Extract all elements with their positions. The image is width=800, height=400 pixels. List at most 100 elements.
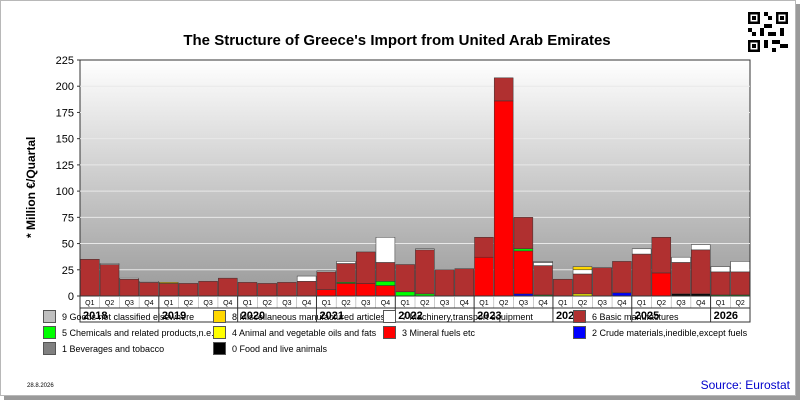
legend-label: 3 Mineral fuels etc	[402, 327, 476, 338]
legend-swatch	[43, 342, 56, 355]
bar-segment	[237, 282, 258, 297]
y-tick-label: 200	[56, 81, 74, 93]
bar-segment	[296, 275, 317, 282]
legend-swatch	[383, 326, 396, 339]
y-tick-labels: 0 25 50 75 100 125 150 175 200 225	[56, 55, 80, 303]
x-tick-label: Q3	[440, 300, 449, 307]
y-tick-label: 125	[56, 160, 74, 172]
x-tick-label: Q3	[282, 300, 291, 307]
bar-segment	[513, 217, 534, 250]
legend-label: 4 Animal and vegetable oils and fats	[232, 327, 377, 338]
bar-segment	[691, 249, 711, 295]
x-tick-label: Q4	[617, 300, 626, 307]
bar-segment	[612, 261, 632, 294]
bar-segment	[572, 266, 593, 271]
legend-item: 7 Machinery,transport equipment	[383, 310, 533, 323]
year-label: 2026	[714, 310, 738, 322]
x-tick-label: Q2	[578, 300, 587, 307]
bar-segment	[493, 100, 514, 297]
bar-segment	[572, 269, 593, 275]
bar-segment	[158, 283, 179, 297]
bar-segment	[395, 264, 415, 293]
legend-label: 1 Beverages and tobacco	[62, 343, 165, 354]
bar-segment	[356, 283, 376, 297]
bar-segment	[710, 271, 731, 296]
bar-segment	[336, 283, 356, 297]
bar-segment	[80, 259, 100, 297]
x-tick-label: Q1	[479, 300, 488, 307]
bar-segment	[474, 256, 494, 297]
bar-segment	[493, 77, 514, 102]
bar-segment	[533, 261, 553, 263]
bar-segment	[671, 262, 691, 295]
legend-item: 6 Basic manufactures	[573, 310, 679, 323]
y-tick-label: 175	[56, 107, 74, 119]
bar-segment	[336, 261, 356, 264]
legend-item: 2 Crude materials,inedible,except fuels	[573, 326, 747, 339]
bar-segment	[631, 248, 652, 255]
bar-segment	[198, 281, 218, 297]
x-tick-label: Q4	[144, 300, 153, 307]
x-tick-label: Q4	[302, 300, 311, 307]
legend-label: 9 Goods not classified elsewhere	[62, 311, 195, 322]
y-tick-label: 0	[68, 291, 74, 303]
y-tick-label: 25	[62, 265, 74, 277]
x-tick-label: Q3	[125, 300, 134, 307]
year-label: 2018	[83, 310, 107, 322]
x-tick-label: Q4	[381, 300, 390, 307]
x-tick-label: Q1	[637, 300, 646, 307]
date-stamp: 28.8.2026	[27, 383, 54, 389]
bar-segment	[375, 285, 396, 297]
x-tick-label: Q3	[598, 300, 607, 307]
x-tick-label: Q2	[735, 300, 744, 307]
legend-item: 8 Miscellaneous manufactured articles	[213, 310, 385, 323]
bar-segment	[316, 270, 337, 273]
bar-segment	[119, 277, 139, 280]
bar-segment	[316, 289, 337, 297]
legend-label: 8 Miscellaneous manufactured articles	[232, 311, 386, 322]
bar-segment	[375, 281, 396, 286]
legend-swatch	[213, 326, 226, 339]
x-tick-label: Q3	[519, 300, 528, 307]
x-tick-label: Q1	[243, 300, 252, 307]
x-tick-label: Q1	[164, 300, 173, 307]
x-tick-label: Q1	[716, 300, 725, 307]
bar-segment	[710, 266, 731, 273]
bar-segment	[257, 283, 277, 297]
bar-segment	[454, 268, 474, 297]
x-tick-label: Q1	[558, 300, 567, 307]
bar-segment	[513, 250, 534, 295]
bar-segment	[631, 253, 652, 297]
bar-segment	[356, 251, 376, 284]
legend-swatch	[213, 310, 226, 323]
legend-swatch	[213, 342, 226, 355]
grid-lines	[80, 85, 750, 271]
x-tick-label: Q2	[420, 300, 429, 307]
x-tick-label: Q1	[85, 300, 94, 307]
legend-item: 0 Food and live animals	[213, 342, 327, 355]
legend-label: 7 Machinery,transport equipment	[402, 311, 533, 322]
legend-label: 6 Basic manufactures	[592, 311, 679, 322]
x-tick-label: Q3	[676, 300, 685, 307]
legend-swatch	[383, 310, 396, 323]
x-tick-label: Q2	[263, 300, 272, 307]
legend-item: 3 Mineral fuels etc	[383, 326, 475, 339]
x-tick-label: Q2	[657, 300, 666, 307]
x-tick-label: Q4	[460, 300, 469, 307]
year-label: 2022	[398, 310, 422, 322]
x-tick-label: Q2	[341, 300, 350, 307]
x-tick-label: Q4	[223, 300, 232, 307]
source-text: Source: Eurostat	[700, 378, 790, 392]
bar-segment	[218, 277, 238, 297]
x-tick-label: Q3	[203, 300, 212, 307]
chart-title: The Structure of Greece's Import from Un…	[183, 32, 611, 49]
bar-segment	[691, 244, 711, 251]
bar-segment	[730, 261, 750, 273]
bar-segment	[415, 248, 435, 251]
legend-item: 5 Chemicals and related products,n.e.s.	[43, 326, 221, 339]
bar-segment	[592, 267, 612, 297]
x-tick-label: Q2	[499, 300, 508, 307]
year-label: 2023	[477, 310, 501, 322]
y-tick-label: 225	[56, 55, 74, 67]
